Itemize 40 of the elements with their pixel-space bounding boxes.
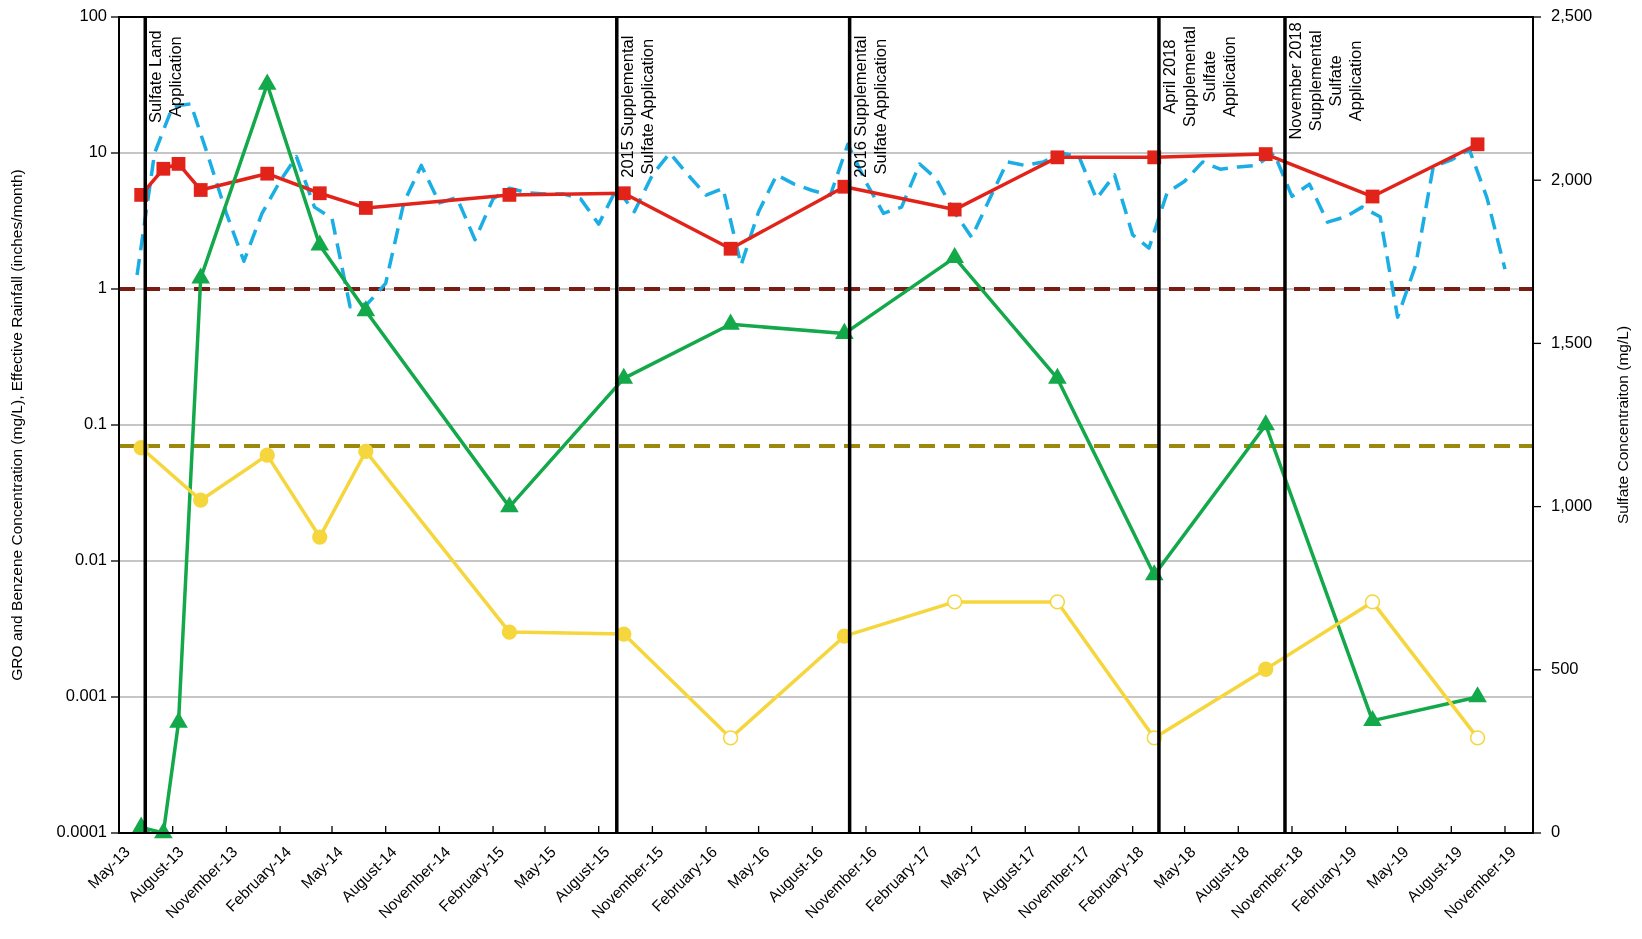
point (1049, 594, 1066, 610)
y2-tick-label: 500 (1551, 659, 1579, 678)
y-tick-label: 0.1 (84, 414, 107, 433)
y2-axis-title: Sulfate Concentraiton (mg/L) (1614, 325, 1631, 525)
point (191, 267, 211, 284)
ref-line-label: November 2018 Supplemental Sulfate Application (1285, 22, 1364, 140)
y-tick-label: 10 (88, 142, 107, 161)
point (312, 529, 328, 545)
point (310, 234, 330, 251)
y-tick-label: 0.01 (74, 550, 107, 569)
point (257, 73, 277, 90)
y2-tick-label: 1,500 (1551, 332, 1593, 351)
point (356, 300, 376, 317)
point (1258, 661, 1274, 677)
ref-line-label: April 2018 Supplemental Sulfate Application (1159, 26, 1238, 128)
y-tick-label: 100 (79, 6, 107, 25)
point (722, 730, 739, 746)
y-tick-label: 0.001 (65, 686, 107, 705)
y-axis-title: GRO and Benzene Concentration (mg/L), Effective Rainfall (inches/month) (8, 169, 25, 681)
point (358, 443, 374, 460)
ref-line-label: 2016 Supplemental Sulfate Application (850, 35, 889, 178)
point (259, 447, 275, 463)
point (500, 496, 519, 513)
ref-line-label: 2015 Supplemental Sulfate Application (617, 35, 656, 178)
point (1469, 730, 1486, 746)
y2-tick-label: 0 (1551, 822, 1561, 841)
point (947, 594, 963, 610)
y2-tick-label: 2,500 (1551, 6, 1593, 25)
point (945, 246, 964, 264)
point (1364, 594, 1381, 610)
y-tick-label: 1 (97, 278, 107, 297)
point (501, 624, 518, 640)
point (721, 313, 740, 330)
point (193, 492, 209, 508)
y-tick-label: 0.0001 (56, 822, 107, 841)
y2-tick-label: 1,000 (1551, 495, 1593, 514)
point (1256, 414, 1276, 431)
y2-tick-label: 2,000 (1551, 169, 1593, 188)
point (1048, 367, 1067, 384)
ref-line-label: Sulfate Land Application (146, 30, 185, 123)
